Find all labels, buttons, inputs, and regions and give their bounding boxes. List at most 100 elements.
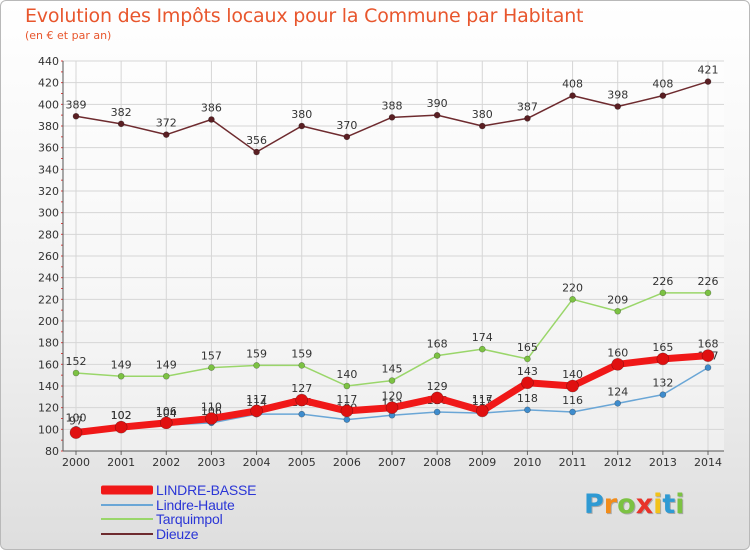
y-tick-label: 200 (38, 315, 59, 328)
data-point-tarquimpol (298, 362, 306, 369)
data-point-tarquimpol (117, 372, 125, 380)
data-label-dieuze: 380 (472, 108, 493, 121)
legend-label: LINDRE-BASSE (156, 482, 257, 498)
data-point-lindre-haute (614, 400, 622, 407)
data-point-tarquimpol (72, 369, 80, 377)
data-point-dieuze (569, 92, 576, 99)
y-tick-label: 180 (38, 337, 59, 350)
data-point-dieuze (298, 122, 306, 130)
data-point-lindre-basse (656, 352, 670, 366)
logo-letter: i (675, 489, 685, 520)
data-point-lindre-basse (611, 358, 625, 371)
x-tick-label: 2009 (468, 456, 496, 469)
data-label-dieuze: 380 (291, 108, 312, 121)
data-point-lindre-basse (250, 404, 263, 418)
data-point-dieuze (478, 122, 486, 130)
data-label-lindre-basse: 160 (607, 346, 628, 359)
logo-letter: o (617, 489, 636, 520)
data-label-lindre-haute: 100 (66, 411, 87, 424)
logo-letter: x (635, 489, 654, 520)
y-tick-label: 140 (38, 380, 59, 393)
x-tick-label: 2014 (694, 456, 722, 469)
x-tick-label: 2012 (604, 456, 632, 469)
y-tick-label: 280 (38, 228, 59, 241)
data-label-lindre-basse: 117 (246, 393, 267, 406)
legend-label: Dieuze (156, 525, 199, 542)
legend-label: Tarquimpol (156, 511, 223, 527)
data-label-lindre-haute: 114 (246, 396, 267, 409)
data-label-lindre-haute: 118 (517, 392, 538, 405)
data-point-tarquimpol (524, 355, 531, 363)
data-label-dieuze: 388 (382, 99, 403, 112)
y-tick-label: 420 (38, 77, 59, 90)
x-tick-label: 2003 (197, 456, 225, 469)
data-point-lindre-haute (659, 391, 667, 398)
x-tick-label: 2011 (559, 456, 587, 469)
data-label-dieuze: 390 (427, 97, 448, 110)
data-label-tarquimpol: 226 (652, 275, 673, 288)
logo-letter: r (603, 489, 618, 520)
data-point-dieuze (208, 116, 215, 123)
data-point-tarquimpol (162, 372, 170, 380)
data-label-tarquimpol: 140 (336, 368, 357, 381)
x-tick-label: 2006 (333, 456, 361, 469)
data-label-lindre-basse: 143 (517, 365, 538, 378)
y-tick-label: 240 (38, 272, 59, 285)
data-label-tarquimpol: 159 (291, 347, 312, 360)
legend-swatch (101, 503, 153, 506)
data-point-lindre-basse (69, 426, 83, 439)
x-tick-label: 2004 (243, 456, 271, 469)
data-label-lindre-haute: 104 (156, 407, 177, 420)
y-tick-label: 160 (38, 358, 59, 371)
data-label-tarquimpol: 152 (66, 355, 87, 368)
y-tick-label: 80 (45, 445, 59, 458)
data-point-dieuze (433, 111, 441, 119)
data-point-lindre-basse (295, 393, 309, 407)
data-point-dieuze (704, 78, 712, 85)
data-label-dieuze: 387 (517, 100, 538, 113)
y-tick-label: 120 (38, 402, 59, 415)
data-point-lindre-basse (430, 391, 444, 405)
data-label-dieuze: 372 (156, 117, 177, 130)
data-label-tarquimpol: 149 (111, 358, 132, 371)
data-label-lindre-basse: 140 (562, 368, 583, 381)
data-label-tarquimpol: 174 (472, 331, 493, 344)
data-label-lindre-basse: 120 (382, 390, 403, 403)
data-point-lindre-basse (114, 420, 128, 434)
data-label-dieuze: 386 (201, 102, 222, 115)
x-tick-label: 2001 (107, 456, 135, 469)
proxiti-logo: Proxiti (584, 489, 685, 520)
data-label-lindre-basse: 110 (201, 401, 222, 414)
data-point-dieuze (253, 148, 260, 156)
y-tick-label: 440 (38, 55, 59, 68)
data-label-tarquimpol: 157 (201, 350, 222, 363)
data-label-lindre-basse: 129 (427, 380, 448, 393)
y-tick-label: 100 (38, 423, 59, 436)
x-tick-label: 2000 (62, 456, 90, 469)
data-label-tarquimpol: 145 (382, 363, 403, 376)
legend-swatch (101, 485, 153, 495)
data-point-dieuze (614, 103, 622, 110)
data-label-lindre-haute: 124 (607, 385, 628, 398)
data-label-lindre-basse: 117 (472, 393, 493, 406)
data-point-lindre-basse (566, 379, 579, 393)
logo-letter: P (584, 489, 604, 520)
data-point-lindre-basse (701, 349, 715, 362)
data-point-lindre-basse (340, 404, 354, 418)
data-label-dieuze: 370 (336, 119, 357, 132)
y-tick-label: 220 (38, 293, 59, 306)
data-point-dieuze (343, 133, 351, 141)
data-point-lindre-haute (343, 416, 351, 423)
x-tick-label: 2010 (513, 456, 541, 469)
data-point-lindre-haute (524, 406, 531, 414)
chart-title: Evolution des Impôts locaux pour la Comm… (25, 5, 584, 27)
data-label-lindre-haute: 132 (652, 377, 673, 390)
data-point-tarquimpol (208, 364, 215, 371)
legend-swatch (101, 518, 153, 521)
data-point-dieuze (524, 115, 531, 122)
data-point-lindre-haute (433, 408, 441, 416)
data-point-lindre-basse (159, 416, 173, 430)
data-label-dieuze: 356 (246, 134, 267, 147)
x-tick-label: 2002 (152, 456, 180, 469)
